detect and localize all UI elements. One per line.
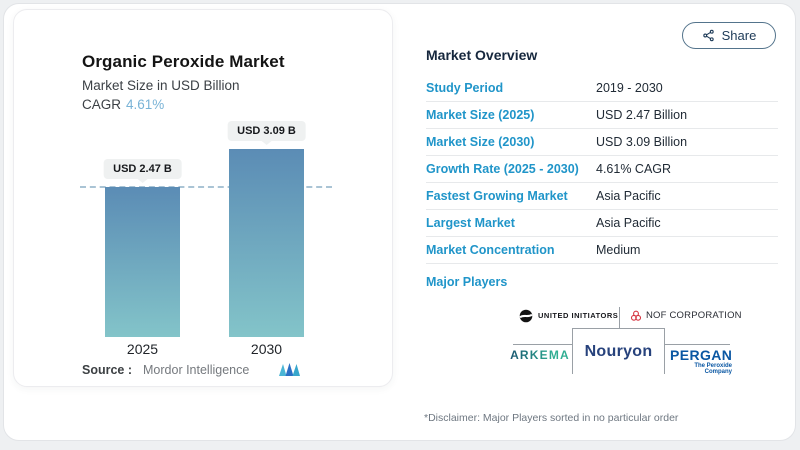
player-name: UNITED INITIATORS	[538, 311, 619, 320]
bar-2025	[105, 187, 180, 337]
player-pergan: PERGAN The Peroxide Company	[670, 348, 732, 375]
chart-title: Organic Peroxide Market	[82, 52, 285, 71]
mordor-intelligence-logo-icon	[279, 363, 300, 376]
chart-cagr: CAGR 4.61%	[82, 97, 164, 112]
table-row: Market Size (2030) USD 3.09 Billion	[426, 129, 778, 156]
overview-title: Market Overview	[426, 47, 538, 63]
overview-table: Study Period 2019 - 2030 Market Size (20…	[426, 75, 778, 264]
player-name: NOF CORPORATION	[646, 310, 742, 321]
share-button[interactable]: Share	[682, 22, 776, 49]
chart-subtitle: Market Size in USD Billion	[82, 78, 240, 93]
players-divider-line	[619, 307, 620, 329]
players-connector-line-left	[513, 344, 572, 345]
nof-logo-icon	[630, 310, 642, 321]
major-players-label: Major Players	[426, 275, 508, 289]
source-value: Mordor Intelligence	[143, 363, 250, 377]
bar-group-2030: USD 3.09 B	[227, 10, 306, 337]
disclaimer-text: *Disclaimer: Major Players sorted in no …	[424, 412, 679, 424]
table-row: Fastest Growing Market Asia Pacific	[426, 183, 778, 210]
bar-group-2025: USD 2.47 B	[103, 10, 182, 337]
row-label: Largest Market	[426, 216, 515, 230]
player-united-initiators: UNITED INITIATORS	[519, 307, 618, 324]
player-nof-corporation: NOF CORPORATION	[630, 307, 742, 324]
bar-2030	[229, 149, 304, 337]
cagr-label: CAGR	[82, 97, 122, 112]
bar-value-label-2025: USD 2.47 B	[103, 159, 182, 179]
player-tagline: The Peroxide Company	[694, 363, 732, 375]
table-row: Growth Rate (2025 - 2030) 4.61% CAGR	[426, 156, 778, 183]
row-label: Fastest Growing Market	[426, 189, 568, 203]
row-value: USD 2.47 Billion	[596, 108, 688, 122]
player-name: PERGAN	[670, 347, 733, 363]
share-button-label: Share	[721, 28, 757, 43]
row-value: Medium	[596, 243, 641, 257]
player-name: Nouryon	[584, 342, 653, 360]
table-row: Market Size (2025) USD 2.47 Billion	[426, 102, 778, 129]
source-attribution: Source : Mordor Intelligence	[82, 363, 249, 377]
row-value: Asia Pacific	[596, 216, 661, 230]
report-card: Organic Peroxide Market Market Size in U…	[3, 3, 796, 441]
bar-value-callout-2030: USD 3.09 B	[227, 121, 306, 141]
row-label: Growth Rate (2025 - 2030)	[426, 162, 579, 176]
players-connector-line-right	[665, 344, 730, 345]
player-arkema: ARKEMA	[507, 348, 573, 362]
x-axis-label-2025: 2025	[126, 341, 159, 357]
x-axis-label-2030: 2030	[250, 341, 283, 357]
reference-line	[80, 186, 332, 188]
market-chart-panel: Organic Peroxide Market Market Size in U…	[13, 9, 393, 387]
bar-chart-plot: USD 2.47 B USD 3.09 B	[14, 10, 392, 337]
row-value: 2019 - 2030	[596, 81, 663, 95]
row-label: Market Concentration	[426, 243, 555, 257]
row-value: 4.61% CAGR	[596, 162, 672, 176]
united-initiators-logo-icon	[519, 309, 533, 322]
row-label: Study Period	[426, 81, 504, 95]
row-label: Market Size (2030)	[426, 135, 535, 149]
cagr-value: 4.61%	[126, 97, 165, 112]
source-label: Source :	[82, 363, 133, 377]
row-value: Asia Pacific	[596, 189, 661, 203]
row-value: USD 3.09 Billion	[596, 135, 688, 149]
bar-value-label-2030: USD 3.09 B	[227, 121, 306, 141]
table-row: Largest Market Asia Pacific	[426, 210, 778, 237]
row-label: Market Size (2025)	[426, 108, 535, 122]
player-nouryon: Nouryon	[572, 328, 665, 374]
bar-value-callout-2025: USD 2.47 B	[103, 159, 182, 179]
share-icon	[702, 29, 714, 42]
table-row: Market Concentration Medium	[426, 237, 778, 264]
table-row: Study Period 2019 - 2030	[426, 75, 778, 102]
